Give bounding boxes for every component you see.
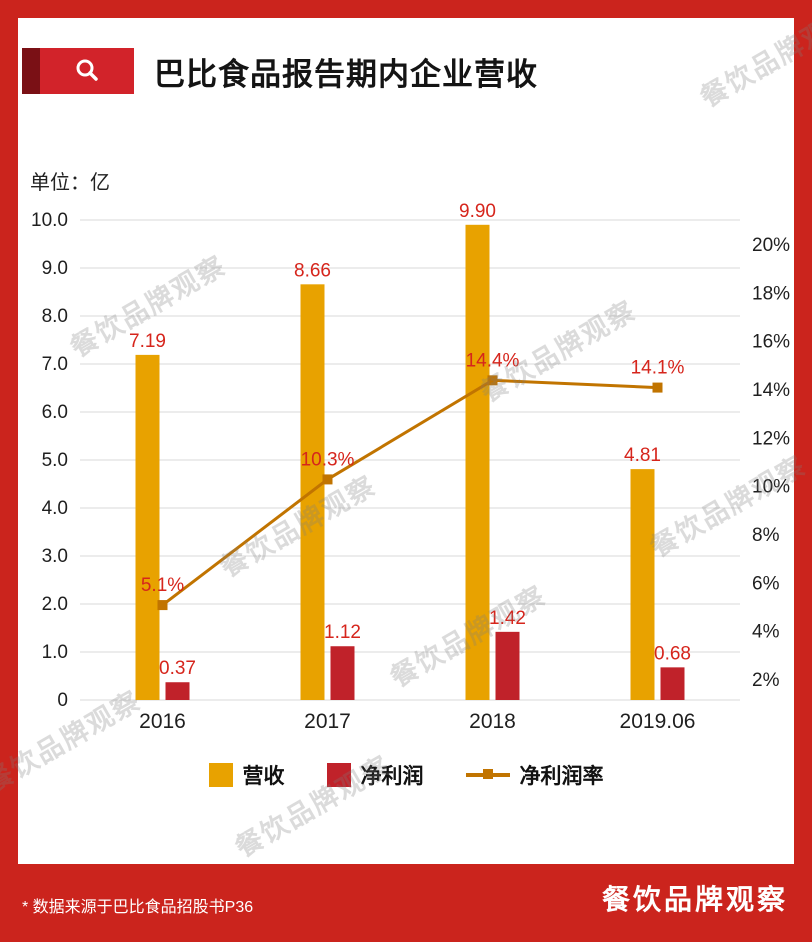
line-value-label: 14.4% [466, 350, 520, 371]
bar-value-label: 0.68 [654, 643, 691, 664]
right-axis-tick: 12% [752, 428, 790, 449]
chart-legend: 营收 净利润 净利润率 [18, 760, 794, 790]
bar-净利润 [660, 667, 685, 700]
left-axis-tick: 10.0 [31, 210, 68, 231]
magnifier-icon [76, 59, 98, 81]
margin-legend-label: 净利润率 [519, 765, 604, 788]
x-axis-label: 2018 [469, 710, 516, 733]
right-axis-tick: 18% [752, 283, 790, 304]
margin-line-swatch [465, 764, 510, 786]
magnifier-badge [40, 48, 134, 94]
revenue-swatch [208, 763, 233, 787]
legend-item-margin: 净利润率 [465, 760, 604, 790]
combo-chart: 10.0 9.0 8.0 7.0 6.0 5.0 4.0 3.0 2.0 1.0 0 20% 18% 16… [31, 201, 790, 733]
source-note: * 数据来源于巴比食品招股书P36 [22, 899, 254, 916]
bar-净利润 [330, 646, 355, 700]
right-axis-tick: 16% [752, 332, 790, 353]
right-axis-tick: 20% [752, 235, 790, 256]
unit-label: 单位：亿 [30, 172, 110, 194]
profit-legend-label: 净利润 [360, 765, 424, 788]
profit-swatch [326, 763, 351, 787]
bar-营收 [630, 469, 655, 700]
chart-card: 巴比食品报告期内企业营收 单位：亿 10.0 9.0 8.0 7.0 6.0 5.0 4.0… [18, 18, 794, 864]
right-axis-tick: 6% [752, 573, 780, 594]
line-value-label: 10.3% [301, 449, 355, 470]
left-axis-tick: 9.0 [42, 258, 68, 279]
revenue-legend-label: 营收 [242, 765, 285, 788]
title-tag [22, 48, 134, 94]
right-axis-tick: 14% [752, 380, 790, 401]
left-axis-tick: 2.0 [42, 594, 68, 615]
header: 巴比食品报告期内企业营收 [22, 48, 538, 94]
line-marker [652, 382, 663, 393]
left-axis-tick: 8.0 [42, 306, 68, 327]
x-axis-label: 2016 [139, 710, 186, 733]
bar-营收 [465, 224, 490, 701]
x-axis-label: 2019.06 [620, 710, 696, 733]
margin-line [161, 378, 658, 607]
line-marker [322, 474, 333, 485]
brand-logo: 餐饮品牌观察 [601, 884, 788, 915]
bar-value-label: 4.81 [624, 445, 661, 466]
right-axis-tick: 4% [752, 622, 780, 643]
left-axis-tick: 7.0 [42, 354, 68, 375]
left-axis-tick: 4.0 [42, 498, 68, 519]
left-axis-tick: 3.0 [42, 546, 68, 567]
bar-value-label: 7.19 [129, 331, 166, 352]
left-axis-tick: 0 [57, 690, 68, 711]
tag-accent-bar [22, 48, 40, 94]
bar-value-label: 9.90 [459, 201, 496, 222]
left-axis-tick: 5.0 [42, 450, 68, 471]
line-marker [487, 375, 498, 386]
right-axis-tick: 10% [752, 477, 790, 498]
bar-value-label: 8.66 [294, 260, 331, 281]
x-axis-label: 2017 [304, 710, 351, 733]
left-axis-tick: 1.0 [42, 642, 68, 663]
page-title: 巴比食品报告期内企业营收 [154, 56, 538, 92]
bar-value-label: 1.12 [324, 622, 361, 643]
bar-value-label: 1.42 [489, 608, 526, 629]
bar-净利润 [495, 631, 520, 700]
legend-item-revenue: 营收 [208, 760, 285, 790]
line-swatch-marker [482, 769, 493, 779]
line-value-label: 5.1% [141, 575, 184, 596]
line-value-label: 14.1% [631, 358, 685, 379]
bar-value-label: 0.37 [159, 658, 196, 679]
bar-净利润 [165, 682, 190, 700]
left-axis-tick: 6.0 [42, 402, 68, 423]
bar-营收 [135, 354, 160, 700]
legend-item-profit: 净利润 [326, 760, 424, 790]
line-marker [157, 600, 168, 611]
right-axis-tick: 2% [752, 670, 780, 691]
right-axis-tick: 8% [752, 525, 780, 546]
